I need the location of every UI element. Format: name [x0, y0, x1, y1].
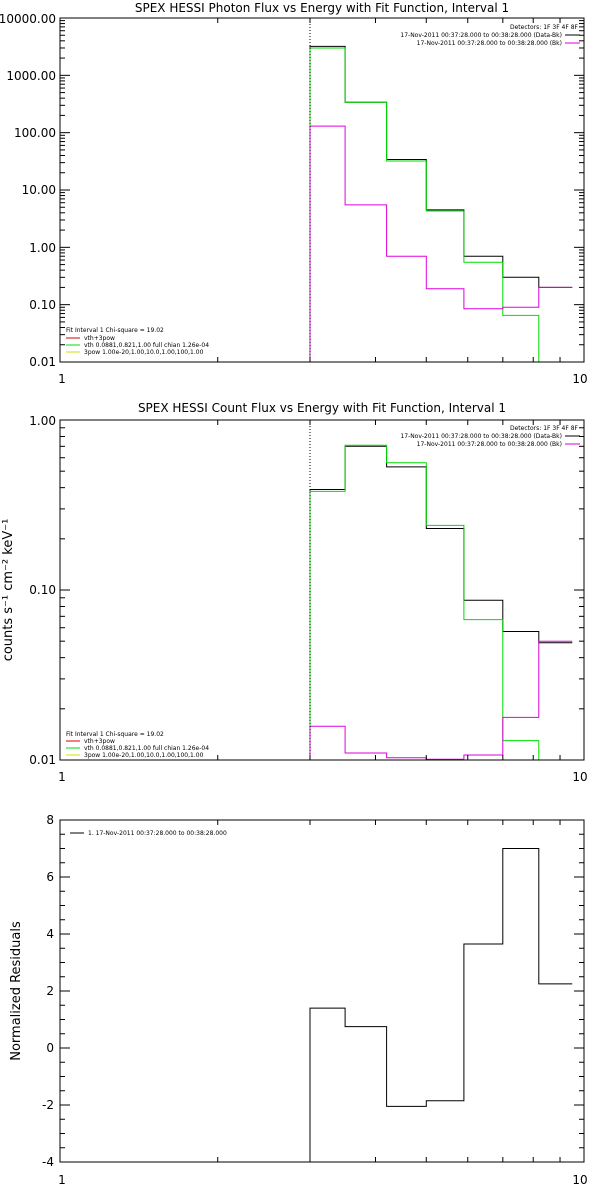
series-group [309, 45, 573, 363]
y-tick-label: -2 [42, 1098, 54, 1112]
photon-flux-panel: SPEX HESSI Photon Flux vs Energy with Fi… [0, 1, 588, 386]
residuals-panel: -4 -2 0 2 4 6 8 1 10 Normalized Residual… [9, 813, 588, 1187]
y-tick-label: 0.01 [29, 753, 56, 767]
legend-3pow: 3pow 1.00e-20,1.00,10.0,1.00,100,1.00 [84, 349, 204, 356]
axis-ticks [59, 819, 585, 1163]
y-tick-label: 1.00 [29, 414, 56, 428]
y-axis-label: counts s⁻¹ cm⁻² keV⁻¹ [1, 519, 16, 662]
y-tick-labels: 0.01 0.10 1.00 10.00 100.00 1000.00 1000… [0, 12, 56, 369]
y-tick-label: 0.10 [29, 298, 56, 312]
plot-frame [59, 17, 585, 363]
legend-fit-info: Fit Interval 1 Chi-square = 19.02 [66, 327, 164, 334]
y-tick-label: 4 [46, 927, 54, 941]
y-tick-label: 0.10 [29, 583, 56, 597]
legend-model: vth+3pow [84, 335, 115, 342]
residual-legend: 1. 17-Nov-2011 00:37:28.000 to 00:38:28.… [70, 830, 227, 837]
chart-title: SPEX HESSI Photon Flux vs Energy with Fi… [135, 1, 509, 15]
residual-line [309, 848, 573, 1162]
count-flux-panel: SPEX HESSI Count Flux vs Energy with Fit… [1, 401, 588, 784]
legend-vth: vth 0.0881,0.821,1.00 full chian 1.26e-0… [84, 745, 209, 752]
chart-title: SPEX HESSI Count Flux vs Energy with Fit… [138, 401, 506, 415]
y-tick-label: 1000.00 [6, 69, 56, 83]
series-line-2 [309, 125, 573, 362]
legend-fit-info: Fit Interval 1 Chi-square = 19.02 [66, 731, 164, 738]
legend-entry-bk: 17-Nov-2011 00:37:28.000 to 00:38:28.000… [417, 441, 562, 448]
legend-bottom: Fit Interval 1 Chi-square = 19.02 vth+3p… [66, 327, 209, 356]
series-line-1 [309, 47, 573, 363]
plot-frame [59, 419, 585, 761]
x-tick-label: 10 [572, 372, 587, 386]
legend-detectors: Detectors: 1F 3F 4F 8F [510, 425, 579, 432]
y-tick-label: 100.00 [14, 126, 56, 140]
y-tick-label: 1.00 [29, 241, 56, 255]
legend-detectors: Detectors: 1F 3F 4F 8F [510, 24, 579, 31]
legend-entry-data-bk: 17-Nov-2011 00:37:28.000 to 00:38:28.000… [400, 433, 562, 440]
series-group [309, 848, 573, 1162]
legend-3pow: 3pow 1.00e-20,1.00,10.0,1.00,100,1.00 [84, 752, 204, 759]
y-tick-label: 2 [46, 984, 54, 998]
y-tick-label: 0.01 [29, 355, 56, 369]
legend-top: Detectors: 1F 3F 4F 8F 17-Nov-2011 00:37… [400, 24, 580, 47]
y-tick-label: 10.00 [22, 183, 56, 197]
x-tick-label: 10 [572, 770, 587, 784]
x-tick-label: 1 [58, 372, 66, 386]
y-axis-label: Normalized Residuals [9, 921, 24, 1061]
legend-bottom: Fit Interval 1 Chi-square = 19.02 vth+3p… [66, 731, 209, 759]
y-tick-label: 10000.00 [0, 12, 56, 26]
plot-frame [59, 819, 585, 1163]
series-line-1 [309, 444, 573, 761]
legend-top: Detectors: 1F 3F 4F 8F 17-Nov-2011 00:37… [400, 425, 580, 448]
y-tick-label: -4 [42, 1155, 54, 1169]
y-tick-label: 0 [46, 1041, 54, 1055]
legend-vth: vth 0.0881,0.821,1.00 full chian 1.26e-0… [84, 342, 209, 349]
legend-entry-data-bk: 17-Nov-2011 00:37:28.000 to 00:38:28.000… [400, 32, 562, 39]
x-tick-label: 1 [58, 1173, 66, 1187]
legend-model: vth+3pow [84, 738, 115, 745]
legend-entry-bk: 17-Nov-2011 00:37:28.000 to 00:38:28.000… [417, 40, 562, 47]
axis-ticks [59, 17, 585, 363]
y-tick-label: 6 [46, 870, 54, 884]
y-tick-label: 8 [46, 813, 54, 827]
legend-residual: 1. 17-Nov-2011 00:37:28.000 to 00:38:28.… [88, 830, 227, 837]
x-tick-label: 10 [572, 1173, 587, 1187]
x-tick-label: 1 [58, 770, 66, 784]
